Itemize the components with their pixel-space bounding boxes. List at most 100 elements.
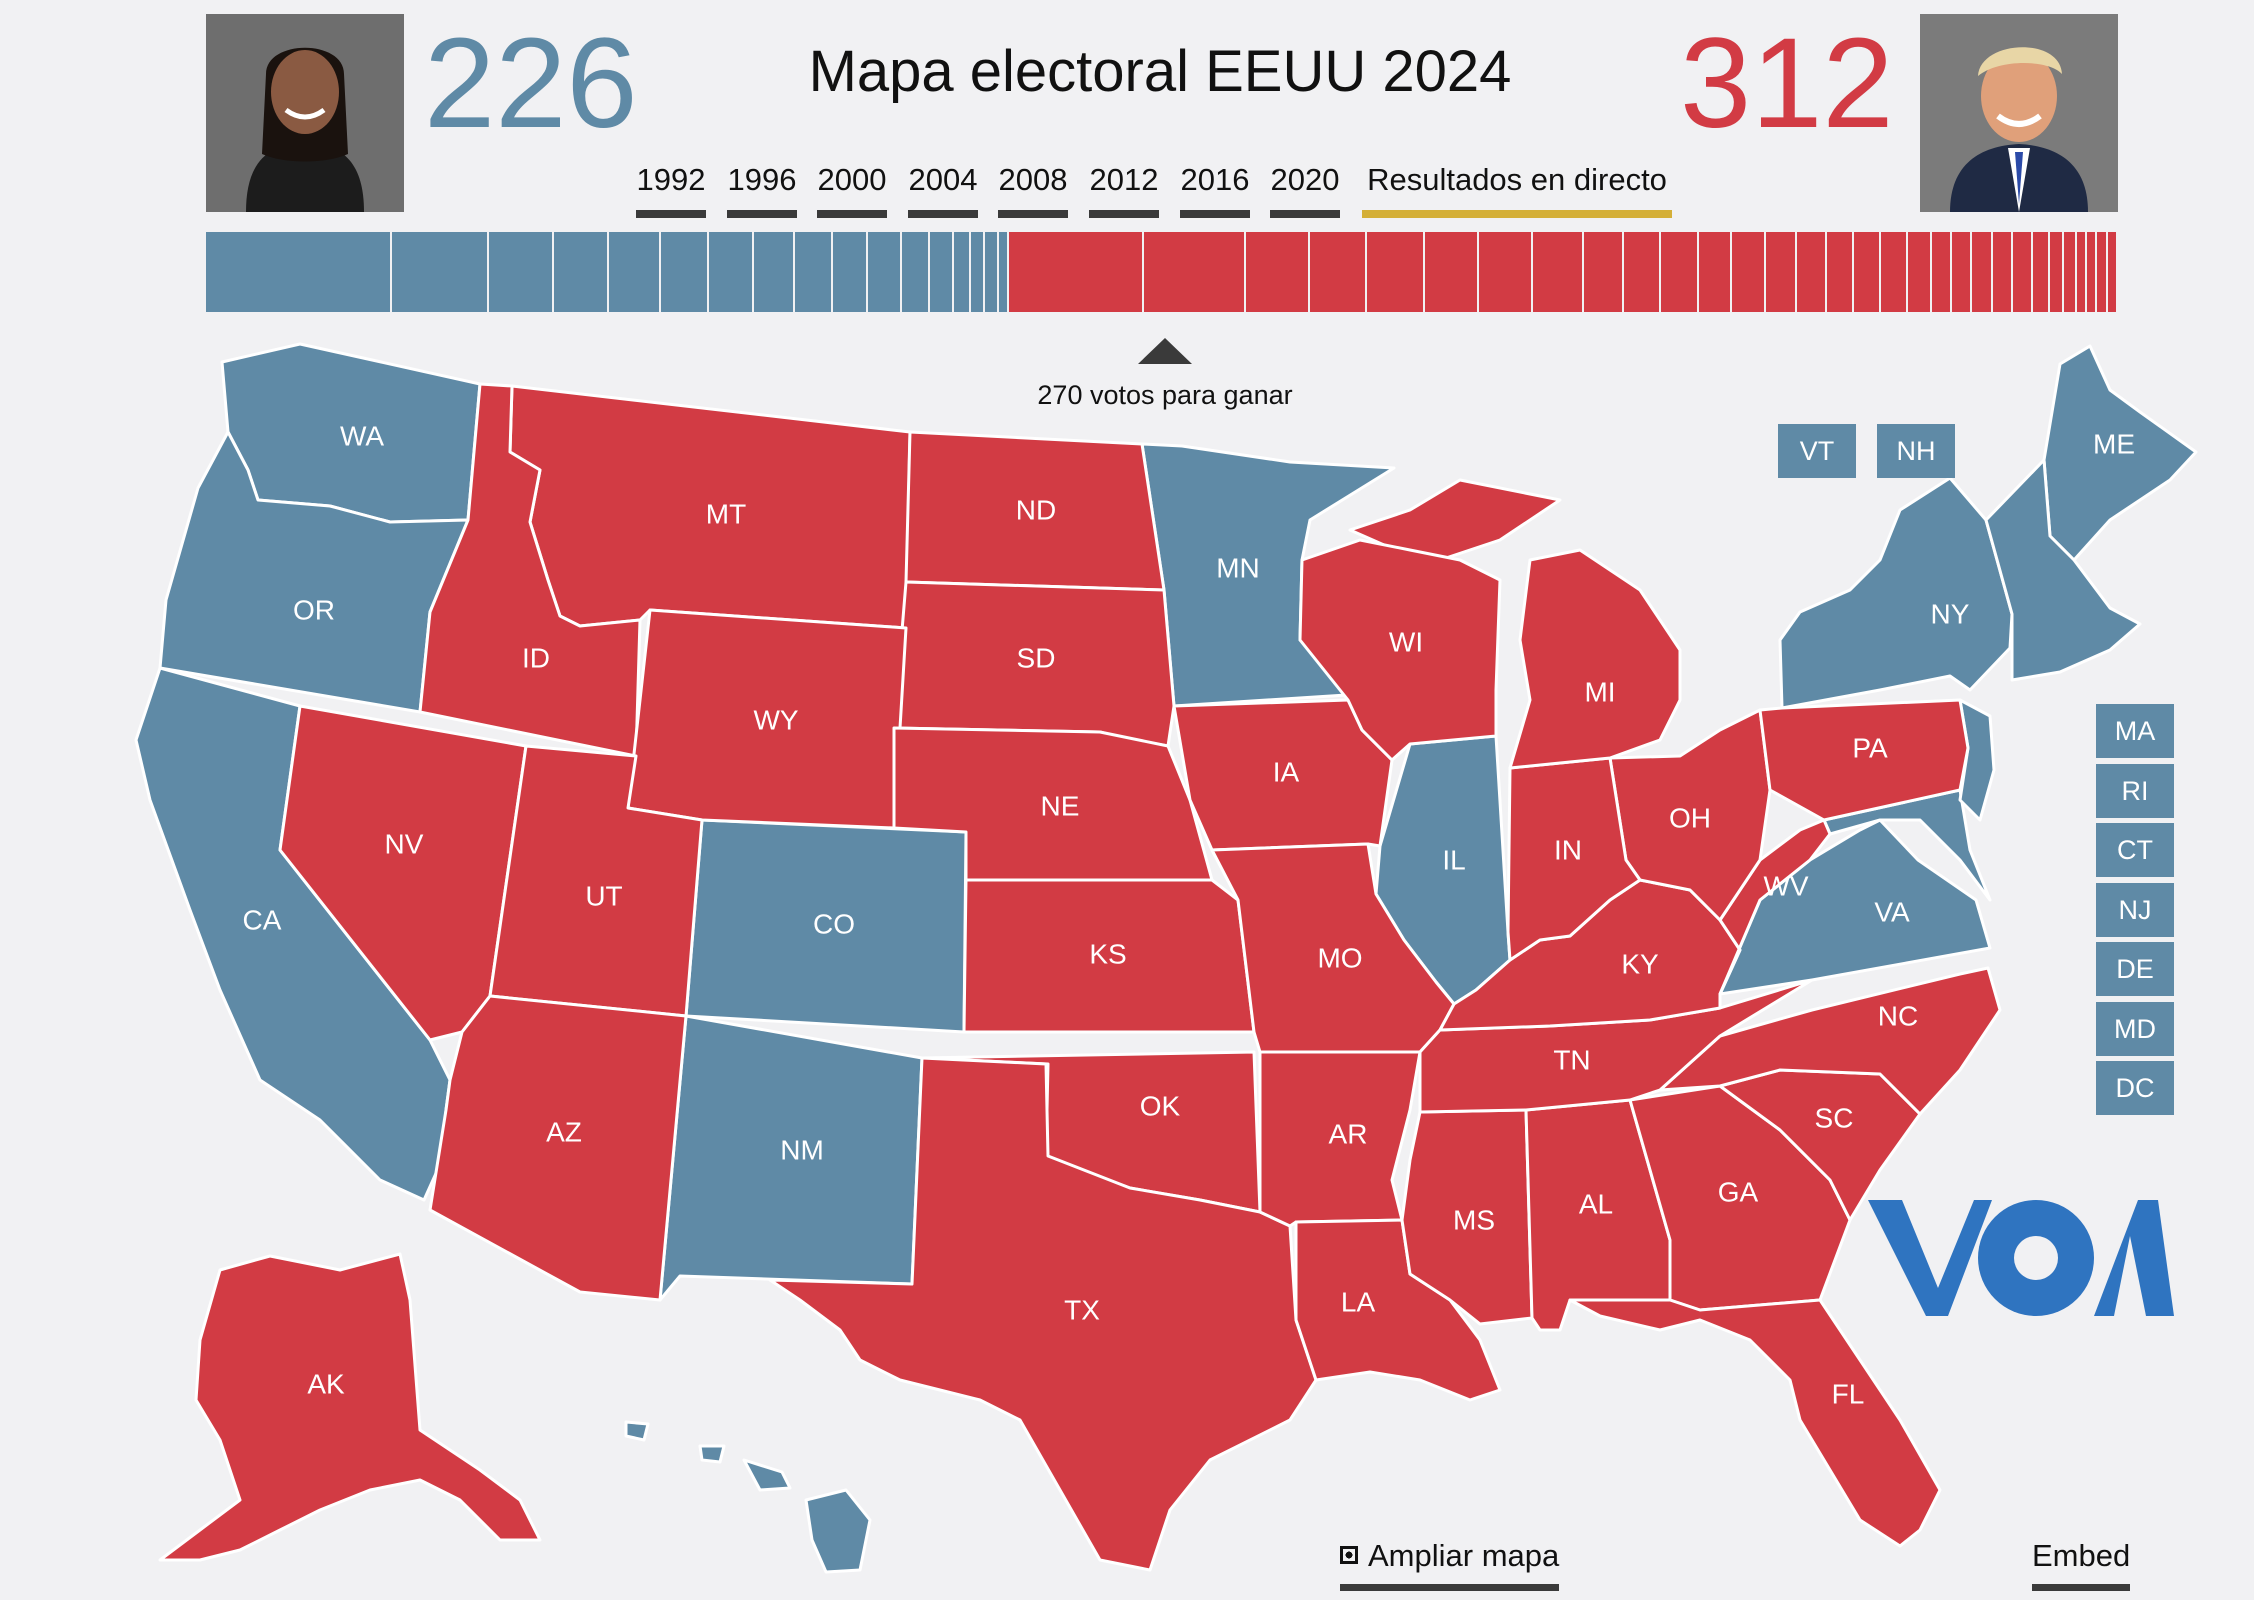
vote-bar-segment bbox=[2050, 232, 2064, 312]
vote-bar-segment bbox=[206, 232, 393, 312]
state-WV[interactable] bbox=[1718, 818, 1832, 996]
embed-label: Embed bbox=[2032, 1538, 2131, 1573]
tab-label: 2020 bbox=[1270, 162, 1340, 197]
vote-bar-segment bbox=[2087, 232, 2098, 312]
tab-label: Resultados en directo bbox=[1367, 162, 1667, 197]
candidate-photo-dem bbox=[206, 14, 404, 212]
vote-bar-segment bbox=[902, 232, 930, 312]
vote-bar-segment bbox=[2097, 232, 2108, 312]
tab-label: 2016 bbox=[1180, 162, 1250, 197]
vote-bar-segment bbox=[1661, 232, 1699, 312]
embed-button[interactable]: Embed bbox=[2032, 1538, 2131, 1591]
state-label-MO: MO bbox=[1317, 942, 1362, 973]
vote-bar-segment bbox=[1424, 232, 1479, 312]
state-label-OH: OH bbox=[1669, 802, 1711, 833]
state-HI-island2[interactable] bbox=[742, 1458, 792, 1492]
state-label-KS: KS bbox=[1089, 938, 1126, 969]
small-state-CT[interactable]: CT bbox=[2096, 823, 2174, 877]
small-state-RI[interactable]: RI bbox=[2096, 764, 2174, 818]
tab-year-1996[interactable]: 1996 bbox=[727, 162, 797, 218]
state-AZ[interactable] bbox=[428, 994, 688, 1302]
state-label-IL: IL bbox=[1442, 844, 1465, 875]
state-label-TN: TN bbox=[1553, 1044, 1590, 1075]
vote-bar-segment bbox=[1732, 232, 1767, 312]
vote-bar-segment bbox=[2012, 232, 2034, 312]
state-label-NM: NM bbox=[780, 1134, 824, 1165]
state-IN[interactable] bbox=[1506, 756, 1642, 962]
state-PA[interactable] bbox=[1758, 698, 1970, 822]
small-state-NJ[interactable]: NJ bbox=[2096, 883, 2174, 937]
vote-bar-segment bbox=[1583, 232, 1625, 312]
state-label-WA: WA bbox=[340, 420, 384, 451]
state-MD-DE[interactable] bbox=[1822, 788, 1992, 902]
state-ID[interactable] bbox=[418, 382, 642, 758]
candidate-photo-rep bbox=[1920, 14, 2118, 212]
vote-bar-segment bbox=[1972, 232, 1993, 312]
goal-label: 270 votos para ganar bbox=[1037, 380, 1293, 410]
vote-bar-segment bbox=[1698, 232, 1733, 312]
state-MI[interactable] bbox=[1508, 548, 1682, 770]
small-state-MD[interactable]: MD bbox=[2096, 1002, 2174, 1056]
vote-bar-segment bbox=[754, 232, 796, 312]
state-AK[interactable] bbox=[158, 1252, 542, 1562]
state-label-ME: ME bbox=[2093, 428, 2135, 459]
state-HI-island3[interactable] bbox=[698, 1444, 726, 1464]
small-state-VT[interactable]: VT bbox=[1778, 424, 1856, 478]
tab-label: 2012 bbox=[1089, 162, 1159, 197]
tab-year-2000[interactable]: 2000 bbox=[817, 162, 887, 218]
vote-bar-segment bbox=[984, 232, 999, 312]
tab-year-2004[interactable]: 2004 bbox=[908, 162, 978, 218]
tab-live-results[interactable]: Resultados en directo bbox=[1362, 162, 1672, 218]
state-label-OR: OR bbox=[293, 594, 335, 625]
state-label-SC: SC bbox=[1815, 1102, 1854, 1133]
state-FL[interactable] bbox=[1568, 1298, 1942, 1548]
small-state-DE[interactable]: DE bbox=[2096, 942, 2174, 996]
tab-label: 2004 bbox=[908, 162, 978, 197]
vote-bar-segment bbox=[660, 232, 710, 312]
small-state-MA[interactable]: MA bbox=[2096, 704, 2174, 758]
state-label-ND: ND bbox=[1016, 494, 1056, 525]
state-label-PA: PA bbox=[1852, 732, 1888, 763]
state-HI-island4[interactable] bbox=[624, 1420, 650, 1442]
state-label-GA: GA bbox=[1718, 1176, 1759, 1207]
page-title: Mapa electoral EEUU 2024 bbox=[808, 39, 1512, 104]
tab-underline bbox=[1270, 210, 1340, 218]
state-HI[interactable] bbox=[804, 1488, 872, 1574]
state-label-NE: NE bbox=[1041, 790, 1080, 821]
expand-icon bbox=[1340, 1546, 1358, 1564]
state-NE-newengland[interactable] bbox=[1984, 458, 2142, 682]
state-label-IN: IN bbox=[1554, 834, 1582, 865]
tab-label: 2008 bbox=[998, 162, 1068, 197]
state-label-MN: MN bbox=[1216, 552, 1260, 583]
state-label-WV: WV bbox=[1763, 870, 1808, 901]
state-NC[interactable] bbox=[1658, 966, 2002, 1116]
tab-label: 2000 bbox=[817, 162, 887, 197]
vote-bar-segment bbox=[833, 232, 868, 312]
tab-underline bbox=[1180, 210, 1250, 218]
tab-year-2008[interactable]: 2008 bbox=[998, 162, 1068, 218]
tab-year-1992[interactable]: 1992 bbox=[636, 162, 706, 218]
small-state-DC[interactable]: DC bbox=[2096, 1061, 2174, 1115]
state-WI[interactable] bbox=[1298, 538, 1502, 762]
state-label-CO: CO bbox=[813, 908, 855, 939]
small-state-NH[interactable]: NH bbox=[1877, 424, 1955, 478]
tab-year-2020[interactable]: 2020 bbox=[1270, 162, 1340, 218]
vote-bar-segment bbox=[1931, 232, 1953, 312]
tab-year-2016[interactable]: 2016 bbox=[1180, 162, 1250, 218]
vote-bar-segment bbox=[1827, 232, 1855, 312]
state-NY[interactable] bbox=[1778, 476, 2014, 710]
vote-bar-segment bbox=[929, 232, 954, 312]
tab-underline bbox=[636, 210, 706, 218]
button-underline bbox=[1340, 1584, 1560, 1591]
voa-logo bbox=[1868, 1200, 2174, 1316]
state-label-LA: LA bbox=[1341, 1286, 1376, 1317]
state-label-OK: OK bbox=[1140, 1090, 1181, 1121]
vote-bar-segment bbox=[488, 232, 555, 312]
tab-year-2012[interactable]: 2012 bbox=[1089, 162, 1159, 218]
vote-bar-segment bbox=[2077, 232, 2088, 312]
vote-bar-segment bbox=[1796, 232, 1828, 312]
goal-marker-icon bbox=[1138, 338, 1192, 364]
expand-map-button[interactable]: Ampliar mapa bbox=[1340, 1538, 1560, 1591]
vote-bar-segment bbox=[392, 232, 489, 312]
